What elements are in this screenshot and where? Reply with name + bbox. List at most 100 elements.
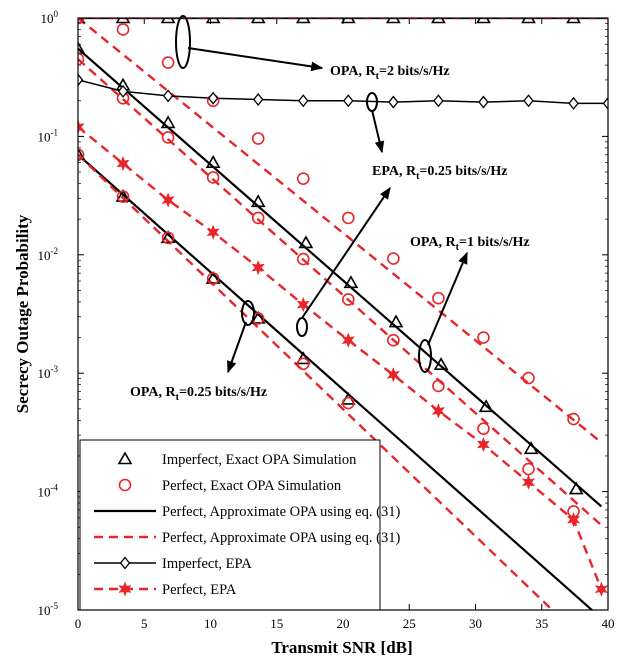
data-point-circle (296, 252, 310, 266)
x-tick-label: 40 (602, 616, 615, 631)
series-line-8 (78, 153, 594, 610)
data-point-star (206, 224, 220, 241)
data-point-circle (432, 379, 445, 393)
data-point-triangle (115, 18, 131, 24)
legend-entry-6: Perfect, EPA (162, 582, 237, 598)
data-point-circle (206, 272, 220, 285)
pointer-ellipse-epa-low (296, 317, 308, 337)
data-point-diamond (343, 94, 354, 108)
data-point-circle (341, 293, 355, 306)
data-point-circle (341, 211, 355, 225)
data-point-triangle (431, 18, 446, 24)
legend-samples (94, 451, 156, 597)
pointer-ellipse-opa-2 (175, 15, 191, 69)
legend-sample-diamond (119, 556, 131, 570)
data-point-triangle (343, 275, 359, 289)
x-tick-label: 30 (469, 616, 482, 631)
data-point-circle (567, 412, 580, 426)
pointer-arrow-opa-2 (187, 47, 323, 69)
data-point-triangle (476, 18, 491, 24)
annotation-epa-025: EPA, Rt=0.25 bits/s/Hz (372, 164, 508, 182)
data-point-circle (251, 132, 265, 145)
data-point-triangle (295, 351, 311, 365)
y-tick-label: 10-2 (38, 246, 59, 263)
pointer-arrow-opa-1-head (458, 251, 468, 265)
data-point-triangle (205, 155, 221, 168)
annotation-opa-2: OPA, Rt=2 bits/s/Hz (330, 64, 450, 82)
data-point-circle (161, 131, 175, 144)
legend-box (79, 439, 381, 611)
data-point-diamond (298, 94, 309, 108)
data-point-star (431, 403, 446, 419)
legend-entry-4: Perfect, Approximate OPA using eq. (31) (162, 530, 400, 546)
data-point-triangle (205, 18, 221, 24)
data-point-star (251, 259, 265, 276)
data-point-triangle (78, 147, 86, 161)
data-point-triangle (78, 41, 86, 55)
x-axis-label: Transmit SNR [dB] (271, 638, 412, 657)
x-tick-label: 35 (535, 616, 548, 631)
annotation-pointers (175, 15, 468, 374)
series-line-12 (78, 153, 555, 610)
data-point-triangle (160, 230, 176, 244)
pointer-arrow-epa-low-head (380, 186, 391, 200)
legend-sample-star (118, 581, 132, 597)
x-tick-label: 15 (270, 616, 283, 631)
data-point-diamond (388, 95, 399, 109)
series-layer (78, 18, 608, 610)
x-tick-label: 25 (403, 616, 416, 631)
data-point-triangle (385, 18, 401, 24)
series-line-10 (78, 18, 603, 444)
data-point-circle (341, 396, 355, 410)
data-point-triangle (566, 18, 581, 24)
data-point-triangle (340, 18, 356, 24)
data-point-triangle (295, 18, 311, 24)
data-point-triangle (568, 481, 584, 495)
data-point-circle (387, 333, 400, 347)
data-point-diamond (252, 92, 264, 107)
pointer-arrow-opa-025-head (227, 360, 237, 374)
data-point-triangle (521, 18, 536, 24)
y-tick-label: 10-1 (38, 127, 59, 144)
data-point-star (78, 119, 85, 135)
data-point-star (521, 474, 536, 490)
data-point-diamond (478, 95, 489, 109)
pointer-arrow-epa-low (301, 187, 391, 319)
data-point-triangle (205, 270, 221, 284)
data-point-star (594, 581, 608, 597)
data-point-diamond (602, 96, 608, 110)
data-point-circle (387, 252, 400, 265)
data-point-triangle (250, 310, 266, 324)
series-line-11 (78, 58, 603, 527)
data-point-star (341, 332, 356, 348)
legend-entry-5: Imperfect, EPA (162, 556, 252, 572)
legend-sample-triangle (117, 451, 133, 465)
data-point-diamond (207, 91, 219, 105)
plot-frame (77, 17, 609, 611)
legend-entry-2: Perfect, Exact OPA Simulation (162, 478, 342, 494)
pointer-ellipse-opa-1 (418, 339, 432, 373)
x-tick-label: 20 (337, 616, 350, 631)
y-tick-label: 100 (41, 9, 59, 26)
data-point-triangle (523, 441, 539, 455)
pointer-arrow-epa-top-head (374, 140, 385, 154)
legend-entry-3: Perfect, Approximate OPA using eq. (31) (162, 504, 400, 520)
legend: Imperfect, Exact OPA Simulation Perfect,… (79, 439, 400, 611)
pointer-ellipse-opa-025 (241, 300, 255, 326)
data-point-circle (78, 148, 85, 162)
x-tick-label: 5 (141, 616, 148, 631)
x-tick-label: 0 (75, 616, 82, 631)
annotation-opa-025: OPA, Rt=0.25 bits/s/Hz (130, 385, 267, 403)
data-point-diamond (162, 89, 174, 103)
data-point-circle (296, 172, 310, 185)
data-point-star (566, 511, 581, 528)
data-point-circle (432, 291, 445, 305)
data-point-triangle (250, 194, 266, 208)
data-point-triangle (250, 18, 266, 24)
y-tick-label: 10-5 (38, 601, 59, 618)
data-point-circle (296, 357, 310, 371)
data-point-star (116, 155, 130, 172)
data-point-triangle (160, 115, 176, 129)
pointer-arrow-opa-2-head (310, 61, 324, 72)
